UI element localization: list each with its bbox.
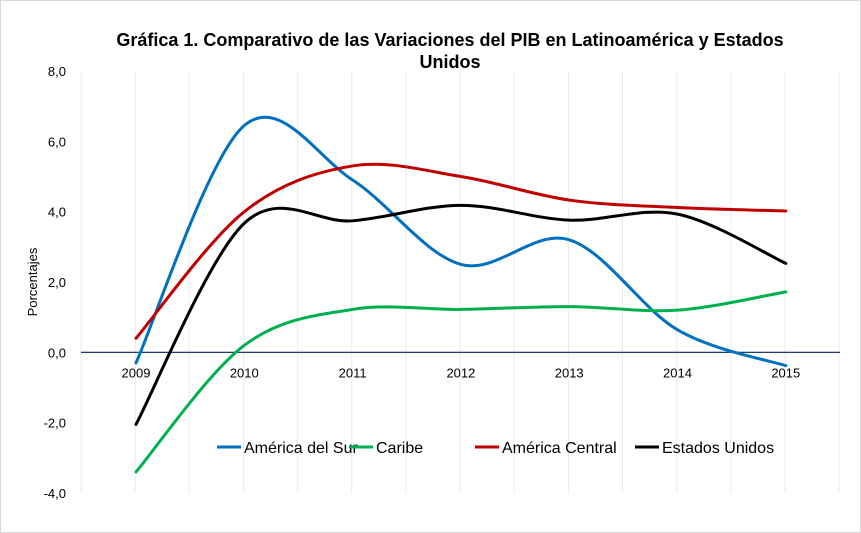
x-tick-label: 2015 bbox=[771, 365, 800, 380]
y-tick-label: 2,0 bbox=[48, 275, 66, 290]
y-tick-label: -4,0 bbox=[44, 486, 66, 501]
x-tick-label: 2009 bbox=[122, 365, 151, 380]
x-tick-label: 2010 bbox=[230, 365, 259, 380]
x-tick-label: 2014 bbox=[663, 365, 692, 380]
legend-label: América del Sur bbox=[244, 440, 358, 457]
legend-label: Caribe bbox=[376, 440, 423, 457]
y-tick-label: 0,0 bbox=[48, 345, 66, 360]
series-line-2 bbox=[134, 162, 788, 340]
chart-title-line-2: Unidos bbox=[420, 52, 481, 72]
legend-label: Estados Unidos bbox=[662, 440, 774, 457]
y-axis-label: Porcentajes bbox=[25, 247, 40, 316]
y-tick-label: 4,0 bbox=[48, 205, 66, 220]
series-line-0 bbox=[134, 116, 788, 368]
series-line-1 bbox=[134, 290, 788, 474]
x-tick-label: 2012 bbox=[446, 365, 475, 380]
chart-title-line-1: Gráfica 1. Comparativo de las Variacione… bbox=[116, 30, 783, 50]
x-tick-label: 2011 bbox=[339, 365, 367, 380]
legend-label: América Central bbox=[502, 440, 617, 457]
y-tick-label: -2,0 bbox=[44, 416, 66, 431]
y-tick-label: 8,0 bbox=[48, 64, 66, 79]
series-line-3 bbox=[134, 203, 788, 426]
y-tick-label: 6,0 bbox=[48, 134, 66, 149]
x-tick-label: 2013 bbox=[555, 365, 584, 380]
